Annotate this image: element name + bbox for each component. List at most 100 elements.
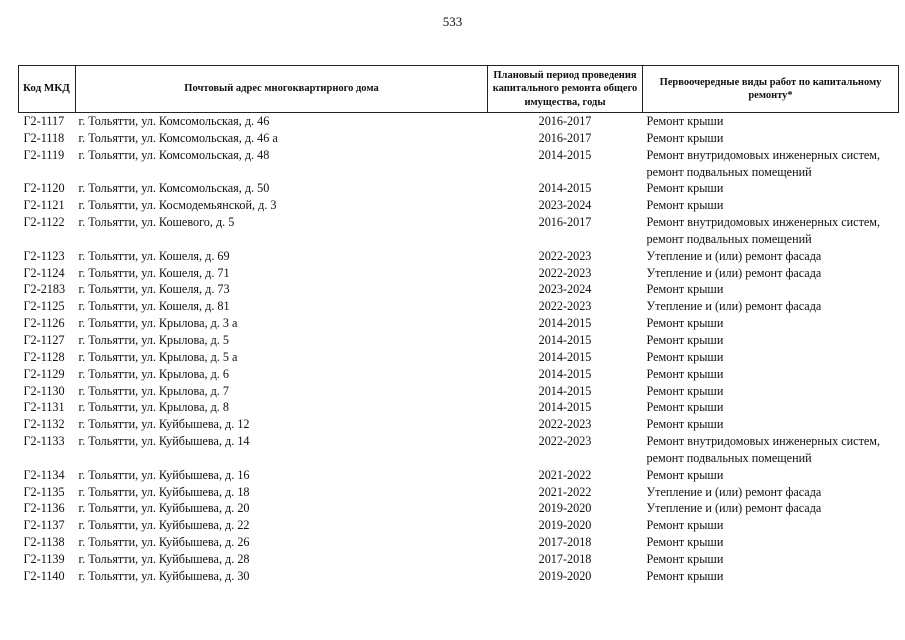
table-row: Г2-1137 г. Тольятти, ул. Куйбышева, д. 22… — [19, 517, 899, 534]
table-row: Г2-1121 г. Тольятти, ул. Космодемьянской,… — [19, 197, 899, 214]
cell-work: Ремонт крыши — [646, 130, 724, 145]
cell-address: г. Тольятти, ул. Комсомольская, д. 48 — [78, 147, 270, 162]
cell-work: Ремонт крыши — [646, 349, 724, 364]
cell-work: Ремонт крыши — [646, 316, 724, 331]
cell-code: Г2-1117 — [23, 114, 65, 128]
table-row: Г2-1123 г. Тольятти, ул. Кошеля, д. 69 202… — [19, 248, 899, 265]
cell-code: Г2-1120 — [23, 181, 65, 196]
cell-work: Утепление и (или) ремонт фасада — [646, 265, 822, 280]
cell-work: Ремонт крыши — [646, 568, 724, 583]
cell-period: 2017-2018 — [538, 535, 592, 550]
cell-code: Г2-1132 — [23, 417, 65, 432]
cell-address: г. Тольятти, ул. Кошеля, д. 81 — [78, 299, 230, 314]
cell-code: Г2-1133 — [23, 434, 65, 449]
cell-period: 2023-2024 — [538, 198, 592, 213]
cell-code: Г2-1136 — [23, 501, 65, 516]
table-row: Г2-1124 г. Тольятти, ул. Кошеля, д. 71 202… — [19, 265, 899, 282]
cell-address: г. Тольятти, ул. Куйбышева, д. 18 — [78, 484, 250, 499]
table-row: Г2-1133 г. Тольятти, ул. Куйбышева, д. 14… — [19, 433, 899, 467]
header-code: Код МКД — [18, 65, 76, 113]
cell-code: Г2-1134 — [23, 467, 65, 482]
cell-code: Г2-1127 — [23, 332, 65, 347]
cell-code: Г2-1128 — [23, 349, 65, 364]
cell-code: Г2-1131 — [23, 400, 65, 415]
cell-address: г. Тольятти, ул. Куйбышева, д. 28 — [78, 551, 250, 566]
cell-address: г. Тольятти, ул. Кошеля, д. 73 — [78, 282, 230, 297]
cell-address: г. Тольятти, ул. Комсомольская, д. 46 — [78, 114, 270, 128]
cell-code: Г2-1118 — [23, 130, 65, 145]
cell-code: Г2-1122 — [23, 215, 65, 230]
cell-period: 2014-2015 — [538, 181, 592, 196]
table-row: Г2-1132 г. Тольятти, ул. Куйбышева, д. 12… — [19, 416, 899, 433]
cell-work: Ремонт крыши — [646, 198, 724, 213]
cell-code: Г2-1129 — [23, 366, 65, 381]
cell-code: Г2-1139 — [23, 551, 65, 566]
cell-address: г. Тольятти, ул. Кошеля, д. 69 — [78, 248, 230, 263]
cell-code: Г2-1121 — [23, 198, 65, 213]
cell-work: Утепление и (или) ремонт фасада — [646, 299, 822, 314]
cell-period: 2019-2020 — [538, 501, 592, 516]
repair-schedule-table: Код МКД Почтовый адрес многоквартирного … — [18, 65, 899, 585]
table-row: Г2-1117 г. Тольятти, ул. Комсомольская, д… — [19, 113, 899, 130]
cell-period: 2022-2023 — [538, 265, 592, 280]
cell-work: Ремонт крыши — [646, 181, 724, 196]
page-number: 533 — [442, 14, 463, 29]
cell-period: 2019-2020 — [538, 568, 592, 583]
table-row: Г2-1120 г. Тольятти, ул. Комсомольская, д… — [19, 180, 899, 197]
cell-code: Г2-2183 — [23, 282, 66, 297]
cell-code: Г2-1126 — [23, 316, 65, 331]
cell-address: г. Тольятти, ул. Кошевого, д. 5 — [78, 215, 235, 230]
cell-address: г. Тольятти, ул. Комсомольская, д. 46 а — [78, 130, 278, 145]
table-row: Г2-1127 г. Тольятти, ул. Крылова, д. 5 201… — [19, 332, 899, 349]
header-address: Почтовый адрес многоквартирного дома — [75, 65, 488, 113]
cell-period: 2016-2017 — [538, 130, 592, 145]
cell-address: г. Тольятти, ул. Куйбышева, д. 22 — [78, 518, 250, 533]
cell-period: 2017-2018 — [538, 551, 592, 566]
cell-code: Г2-1119 — [23, 147, 65, 162]
cell-address: г. Тольятти, ул. Кошеля, д. 71 — [78, 265, 230, 280]
cell-work: Ремонт крыши — [646, 114, 724, 128]
cell-period: 2016-2017 — [538, 215, 592, 230]
cell-address: г. Тольятти, ул. Куйбышева, д. 26 — [78, 535, 250, 550]
cell-address: г. Тольятти, ул. Куйбышева, д. 30 — [78, 568, 250, 583]
cell-period: 2021-2022 — [538, 484, 592, 499]
cell-period: 2014-2015 — [538, 349, 592, 364]
cell-period: 2014-2015 — [538, 383, 592, 398]
table-row: Г2-1140 г. Тольятти, ул. Куйбышева, д. 30… — [19, 568, 899, 585]
cell-period: 2014-2015 — [538, 400, 592, 415]
cell-work: Утепление и (или) ремонт фасада — [646, 484, 822, 499]
table-row: Г2-1136 г. Тольятти, ул. Куйбышева, д. 20… — [19, 500, 899, 517]
cell-address: г. Тольятти, ул. Космодемьянской, д. 3 — [78, 198, 277, 213]
table-row: Г2-1129 г. Тольятти, ул. Крылова, д. 6 201… — [19, 366, 899, 383]
cell-code: Г2-1135 — [23, 484, 65, 499]
table-header-row: Код МКД Почтовый адрес многоквартирного … — [18, 65, 899, 113]
cell-address: г. Тольятти, ул. Крылова, д. 5 а — [78, 349, 238, 364]
table-row: Г2-1134 г. Тольятти, ул. Куйбышева, д. 16… — [19, 467, 899, 484]
cell-address: г. Тольятти, ул. Куйбышева, д. 12 — [78, 417, 250, 432]
table-row: Г2-1130 г. Тольятти, ул. Крылова, д. 7 201… — [19, 383, 899, 400]
cell-address: г. Тольятти, ул. Куйбышева, д. 14 — [78, 434, 250, 449]
cell-address: г. Тольятти, ул. Крылова, д. 6 — [78, 366, 230, 381]
cell-code: Г2-1125 — [23, 299, 65, 314]
cell-period: 2021-2022 — [538, 467, 592, 482]
cell-work: Ремонт крыши — [646, 551, 724, 566]
table-row: Г2-1138 г. Тольятти, ул. Куйбышева, д. 26… — [19, 534, 899, 551]
cell-address: г. Тольятти, ул. Куйбышева, д. 20 — [78, 501, 250, 516]
table-row: Г2-2183 г. Тольятти, ул. Кошеля, д. 73 202… — [19, 281, 899, 298]
cell-address: г. Тольятти, ул. Крылова, д. 7 — [78, 383, 230, 398]
cell-code: Г2-1124 — [23, 265, 65, 280]
cell-period: 2016-2017 — [538, 114, 592, 128]
cell-period: 2023-2024 — [538, 282, 592, 297]
cell-period: 2022-2023 — [538, 248, 592, 263]
table-row: Г2-1128 г. Тольятти, ул. Крылова, д. 5 а 2… — [19, 349, 899, 366]
cell-work: Ремонт крыши — [646, 467, 724, 482]
table-row: Г2-1131 г. Тольятти, ул. Крылова, д. 8 201… — [19, 399, 899, 416]
cell-work: Ремонт внутридомовых инженерных систем, … — [646, 434, 881, 465]
cell-code: Г2-1123 — [23, 248, 65, 263]
cell-code: Г2-1137 — [23, 518, 65, 533]
table-row: Г2-1139 г. Тольятти, ул. Куйбышева, д. 28… — [19, 551, 899, 568]
table-row: Г2-1135 г. Тольятти, ул. Куйбышева, д. 18… — [19, 484, 899, 501]
cell-period: 2022-2023 — [538, 417, 592, 432]
cell-period: 2014-2015 — [538, 316, 592, 331]
cell-period: 2022-2023 — [538, 299, 592, 314]
